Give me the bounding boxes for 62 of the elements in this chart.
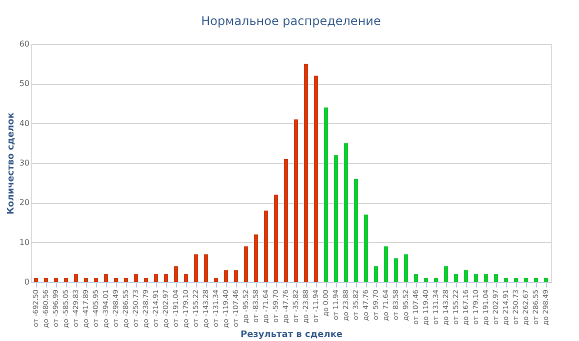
bar bbox=[434, 278, 438, 282]
bar bbox=[384, 246, 388, 282]
y-tick-label: 20 bbox=[19, 198, 30, 208]
y-tick-label: 50 bbox=[19, 79, 30, 88]
bar bbox=[74, 274, 78, 282]
bar bbox=[344, 143, 348, 282]
bar bbox=[524, 278, 528, 282]
bar bbox=[284, 159, 288, 282]
bar bbox=[324, 107, 328, 282]
bar bbox=[514, 278, 518, 282]
bar bbox=[504, 278, 508, 282]
bar bbox=[304, 64, 308, 282]
y-axis-title: Количество сделок bbox=[6, 112, 16, 214]
bar bbox=[194, 254, 198, 282]
bar bbox=[204, 254, 208, 282]
chart-title: Нормальное распределение bbox=[201, 14, 381, 28]
bar bbox=[484, 274, 488, 282]
bar bbox=[224, 270, 228, 282]
bar bbox=[294, 119, 298, 282]
bar bbox=[394, 258, 398, 282]
bar bbox=[94, 278, 98, 282]
bar bbox=[414, 274, 418, 282]
bar bbox=[244, 246, 248, 282]
bar bbox=[234, 270, 238, 282]
bar bbox=[174, 266, 178, 282]
y-tick-label: 10 bbox=[19, 238, 30, 247]
y-tick-label: 40 bbox=[19, 118, 30, 128]
bar bbox=[404, 254, 408, 282]
y-tick-label: 0 bbox=[24, 278, 30, 286]
bar bbox=[544, 278, 548, 282]
bar bbox=[34, 278, 38, 282]
bar bbox=[354, 178, 358, 282]
bar bbox=[534, 278, 538, 282]
bar bbox=[264, 210, 268, 282]
bar bbox=[364, 214, 368, 282]
bar bbox=[494, 274, 498, 282]
bar bbox=[164, 274, 168, 282]
bar bbox=[424, 278, 428, 282]
bar bbox=[254, 234, 258, 282]
bar bbox=[124, 278, 128, 282]
bar bbox=[84, 278, 88, 282]
bar bbox=[454, 274, 458, 282]
bar bbox=[444, 266, 448, 282]
bar bbox=[134, 274, 138, 282]
bar bbox=[214, 278, 218, 282]
bar bbox=[334, 155, 338, 282]
bar bbox=[474, 274, 478, 282]
y-tick-label: 30 bbox=[19, 158, 30, 168]
bar bbox=[374, 266, 378, 282]
bar bbox=[154, 274, 158, 282]
bar bbox=[184, 274, 188, 282]
x-axis-title: Результат в сделке bbox=[240, 330, 343, 340]
bar bbox=[314, 76, 318, 282]
y-tick-label: 60 bbox=[19, 40, 30, 48]
bar bbox=[104, 274, 108, 282]
bar bbox=[274, 194, 278, 282]
bar bbox=[64, 278, 68, 282]
bar bbox=[144, 278, 148, 282]
bar bbox=[464, 270, 468, 282]
bar bbox=[54, 278, 58, 282]
bar bbox=[44, 278, 48, 282]
bar bbox=[114, 278, 118, 282]
